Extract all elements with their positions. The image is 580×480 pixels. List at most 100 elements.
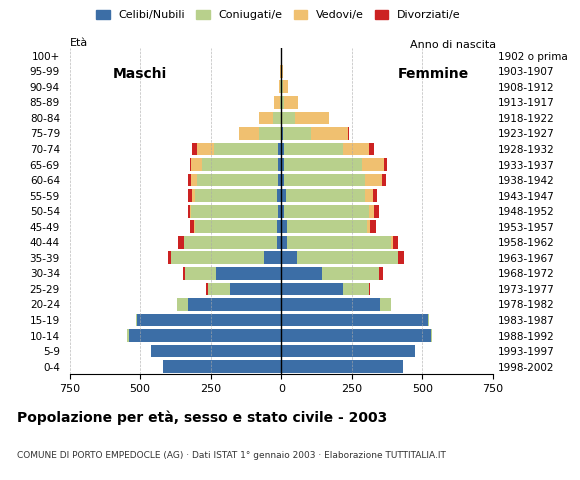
Text: Popolazione per età, sesso e stato civile - 2003: Popolazione per età, sesso e stato civil…	[17, 410, 387, 425]
Bar	[281, 81, 282, 93]
Text: COMUNE DI PORTO EMPEDOCLE (AG) · Dati ISTAT 1° gennaio 2003 · Elaborazione TUTTI: COMUNE DI PORTO EMPEDOCLE (AG) · Dati IS…	[17, 451, 446, 460]
Text: Età: Età	[70, 38, 88, 48]
Bar	[279, 81, 281, 93]
Bar	[195, 220, 277, 233]
Bar	[273, 111, 281, 124]
Bar	[379, 267, 383, 280]
Bar	[281, 329, 431, 342]
Bar	[322, 267, 379, 280]
Bar	[177, 298, 188, 311]
Bar	[163, 360, 281, 373]
Bar	[367, 220, 370, 233]
Bar	[184, 236, 277, 249]
Bar	[264, 252, 281, 264]
Bar	[281, 252, 297, 264]
Text: Femmine: Femmine	[398, 67, 469, 82]
Bar	[188, 189, 193, 202]
Bar	[278, 158, 281, 171]
Bar	[136, 313, 137, 326]
Bar	[284, 174, 365, 187]
Bar	[281, 205, 284, 217]
Bar	[382, 174, 386, 187]
Bar	[183, 267, 186, 280]
Bar	[365, 174, 382, 187]
Bar	[428, 313, 429, 326]
Bar	[380, 298, 392, 311]
Bar	[281, 189, 285, 202]
Bar	[281, 267, 322, 280]
Bar	[369, 283, 370, 295]
Bar	[281, 96, 284, 109]
Bar	[284, 96, 298, 109]
Bar	[206, 283, 208, 295]
Bar	[297, 252, 398, 264]
Bar	[281, 313, 428, 326]
Bar	[129, 329, 281, 342]
Bar	[282, 127, 311, 140]
Bar	[362, 158, 385, 171]
Bar	[178, 236, 184, 249]
Bar	[284, 143, 343, 156]
Bar	[282, 81, 288, 93]
Bar	[193, 143, 197, 156]
Bar	[137, 313, 281, 326]
Bar	[188, 174, 191, 187]
Bar	[369, 205, 375, 217]
Bar	[281, 283, 343, 295]
Bar	[277, 220, 281, 233]
Bar	[281, 220, 287, 233]
Bar	[295, 111, 329, 124]
Bar	[188, 298, 281, 311]
Bar	[216, 267, 281, 280]
Bar	[281, 236, 287, 249]
Bar	[284, 158, 362, 171]
Bar	[281, 127, 282, 140]
Bar	[259, 111, 273, 124]
Bar	[282, 65, 283, 78]
Bar	[190, 220, 194, 233]
Bar	[280, 65, 281, 78]
Bar	[194, 220, 195, 233]
Bar	[281, 298, 380, 311]
Bar	[393, 236, 398, 249]
Bar	[197, 143, 213, 156]
Bar	[281, 360, 403, 373]
Bar	[191, 158, 202, 171]
Bar	[287, 220, 367, 233]
Bar	[190, 205, 191, 217]
Bar	[285, 189, 365, 202]
Bar	[343, 143, 369, 156]
Bar	[277, 236, 281, 249]
Bar	[431, 329, 432, 342]
Bar	[208, 283, 230, 295]
Bar	[385, 158, 387, 171]
Text: Anno di nascita: Anno di nascita	[410, 40, 496, 50]
Bar	[373, 189, 377, 202]
Bar	[280, 96, 281, 109]
Legend: Celibi/Nubili, Coniugati/e, Vedovi/e, Divorziati/e: Celibi/Nubili, Coniugati/e, Vedovi/e, Di…	[92, 6, 465, 25]
Bar	[202, 158, 278, 171]
Bar	[278, 205, 281, 217]
Bar	[191, 174, 197, 187]
Bar	[398, 252, 404, 264]
Bar	[259, 127, 281, 140]
Text: Maschi: Maschi	[113, 67, 167, 82]
Bar	[168, 252, 171, 264]
Bar	[128, 329, 129, 342]
Bar	[311, 127, 347, 140]
Bar	[186, 267, 216, 280]
Bar	[370, 220, 376, 233]
Bar	[392, 236, 393, 249]
Bar	[343, 283, 369, 295]
Bar	[287, 236, 392, 249]
Bar	[281, 345, 415, 358]
Bar	[195, 189, 277, 202]
Bar	[281, 111, 295, 124]
Bar	[239, 127, 259, 140]
Bar	[277, 189, 281, 202]
Bar	[197, 174, 278, 187]
Bar	[281, 158, 284, 171]
Bar	[213, 143, 278, 156]
Bar	[278, 143, 281, 156]
Bar	[151, 345, 281, 358]
